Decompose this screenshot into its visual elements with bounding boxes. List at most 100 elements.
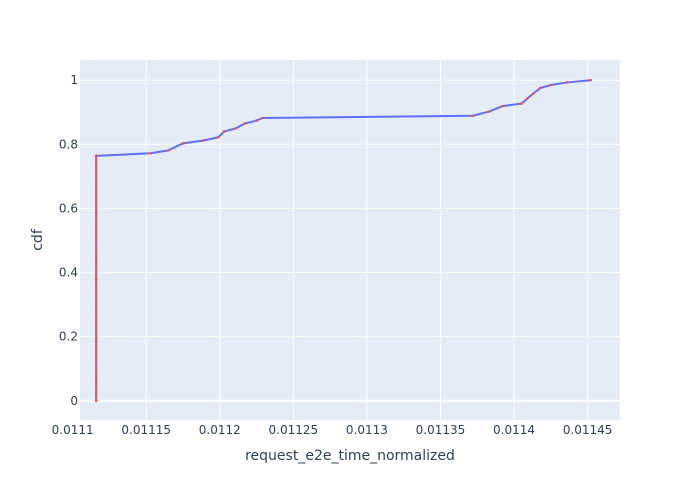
cdf-marker bbox=[95, 267, 98, 270]
cdf-marker bbox=[95, 179, 98, 182]
cdf-marker bbox=[95, 331, 98, 334]
cdf-marker bbox=[95, 255, 98, 258]
cdf-marker bbox=[95, 218, 98, 221]
cdf-marker bbox=[95, 333, 98, 336]
cdf-point bbox=[549, 83, 553, 87]
cdf-marker bbox=[95, 274, 98, 277]
y-tick-label: 1 bbox=[70, 73, 78, 87]
y-tick-label: 0.8 bbox=[59, 137, 78, 151]
cdf-point bbox=[234, 126, 238, 130]
cdf-point bbox=[243, 122, 247, 125]
cdf-marker bbox=[95, 362, 98, 366]
cdf-marker bbox=[95, 294, 98, 297]
cdf-marker bbox=[95, 284, 98, 287]
x-tick-labels: 0.0111 0.01115 0.0112 0.01125 0.0113 0.01135 0… bbox=[52, 423, 613, 437]
cdf-marker bbox=[95, 338, 98, 341]
x-tick-label: 0.0113 bbox=[346, 423, 388, 437]
cdf-marker bbox=[95, 384, 98, 388]
cdf-point bbox=[500, 104, 504, 108]
cdf-marker bbox=[95, 193, 98, 197]
cdf-point bbox=[520, 102, 523, 105]
cdf-marker bbox=[95, 260, 98, 263]
cdf-marker bbox=[95, 358, 98, 361]
cdf-marker bbox=[95, 350, 98, 353]
cdf-point bbox=[589, 78, 592, 82]
cdf-marker bbox=[95, 287, 98, 290]
cdf-marker bbox=[95, 189, 98, 192]
cdf-point bbox=[255, 119, 258, 122]
cdf-marker bbox=[95, 372, 98, 375]
cdf-marker bbox=[95, 299, 98, 302]
cdf-marker bbox=[95, 238, 98, 241]
series-layer bbox=[94, 78, 592, 403]
cdf-marker bbox=[95, 309, 98, 312]
cdf-marker bbox=[95, 262, 98, 265]
cdf-point bbox=[181, 142, 185, 145]
cdf-point bbox=[487, 110, 491, 113]
cdf-marker bbox=[95, 220, 98, 224]
cdf-marker bbox=[95, 252, 98, 255]
x-tick-label: 0.0111 bbox=[52, 423, 94, 437]
cdf-marker bbox=[95, 176, 98, 179]
cdf-marker bbox=[95, 316, 98, 319]
cdf-marker bbox=[95, 159, 98, 162]
cdf-marker bbox=[95, 203, 98, 206]
x-axis-title: request_e2e_time_normalized bbox=[245, 448, 455, 464]
cdf-point bbox=[222, 130, 226, 133]
cdf-marker bbox=[95, 345, 98, 348]
cdf-marker bbox=[95, 380, 98, 383]
cdf-markers bbox=[94, 78, 592, 403]
x-gridlines bbox=[72, 60, 589, 420]
plot-background bbox=[80, 60, 620, 420]
cdf-marker bbox=[95, 375, 98, 378]
cdf-marker bbox=[95, 186, 98, 189]
y-axis-title: cdf bbox=[30, 228, 46, 251]
cdf-marker bbox=[95, 264, 98, 268]
y-tick-label: 0.4 bbox=[59, 266, 78, 280]
cdf-marker bbox=[95, 247, 98, 251]
cdf-marker bbox=[95, 306, 98, 309]
cdf-marker bbox=[95, 169, 98, 172]
cdf-point bbox=[565, 81, 569, 84]
cdf-marker bbox=[95, 343, 98, 346]
cdf-point bbox=[94, 154, 98, 158]
y-tick-label: 0.6 bbox=[59, 201, 78, 215]
cdf-marker bbox=[95, 240, 98, 243]
x-tick-label: 0.01125 bbox=[269, 423, 319, 437]
cdf-point bbox=[217, 135, 220, 139]
cdf-marker bbox=[95, 282, 98, 285]
cdf-point bbox=[94, 277, 98, 281]
cdf-marker bbox=[95, 191, 98, 194]
cdf-marker bbox=[95, 301, 98, 304]
cdf-marker bbox=[95, 279, 98, 282]
cdf-marker bbox=[95, 201, 98, 204]
cdf-marker bbox=[95, 181, 98, 184]
cdf-marker bbox=[95, 223, 98, 226]
cdf-marker bbox=[95, 162, 98, 165]
cdf-point bbox=[531, 92, 535, 95]
cdf-marker bbox=[95, 272, 98, 275]
cdf-marker bbox=[95, 157, 98, 160]
cdf-marker bbox=[95, 311, 98, 314]
cdf-marker bbox=[95, 377, 98, 380]
cdf-marker bbox=[95, 326, 98, 329]
cdf-marker bbox=[95, 211, 98, 214]
cdf-marker bbox=[95, 382, 98, 385]
y-tick-label: 0 bbox=[70, 394, 78, 408]
cdf-marker bbox=[95, 353, 98, 356]
cdf-marker bbox=[95, 296, 98, 300]
cdf-marker bbox=[95, 394, 98, 397]
cdf-marker bbox=[95, 389, 98, 393]
cdf-marker bbox=[95, 313, 98, 317]
cdf-marker bbox=[95, 250, 98, 253]
cdf-marker bbox=[95, 228, 98, 231]
y-gridlines bbox=[80, 79, 620, 402]
cdf-marker bbox=[95, 289, 98, 292]
cdf-point bbox=[166, 149, 170, 152]
cdf-marker bbox=[95, 196, 98, 199]
cdf-marker bbox=[95, 208, 98, 211]
cdf-point bbox=[261, 116, 264, 120]
cdf-point bbox=[539, 86, 542, 90]
cdf-marker bbox=[95, 387, 98, 390]
